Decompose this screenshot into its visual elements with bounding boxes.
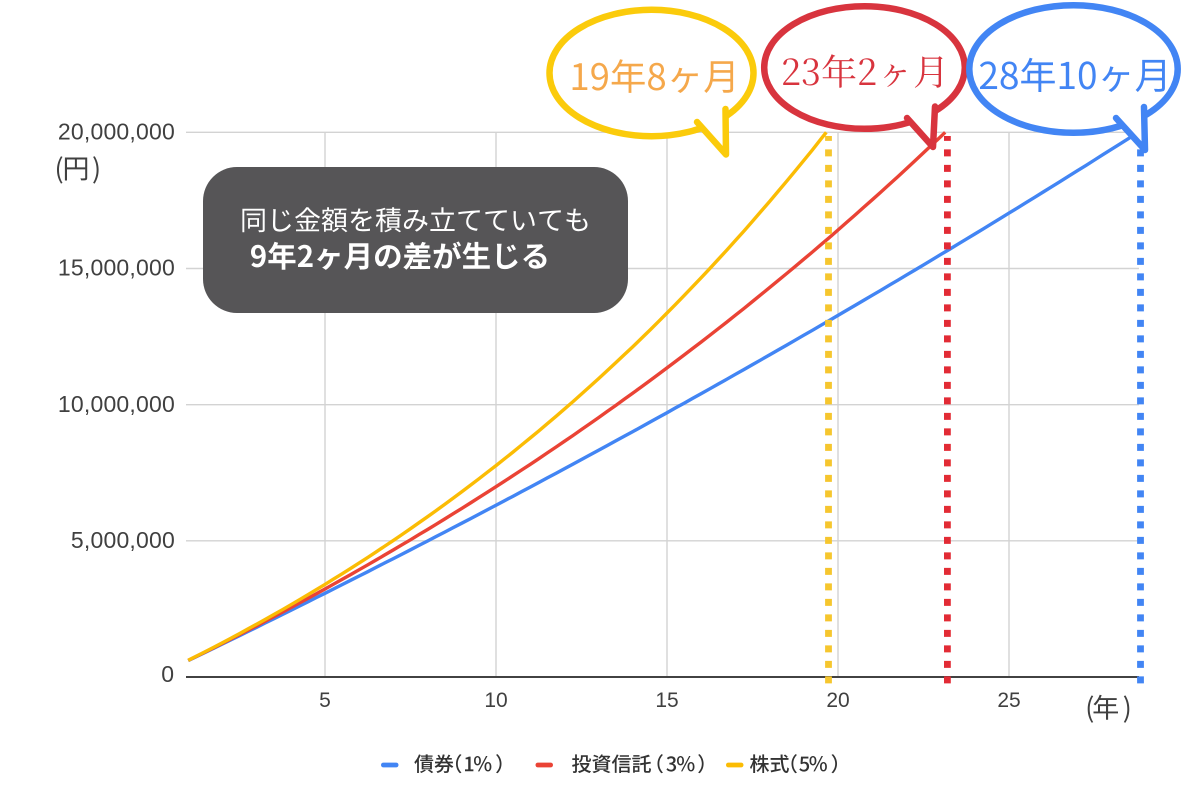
svg-text:20,000,000: 20,000,000 <box>58 119 175 145</box>
svg-text:10: 10 <box>484 689 507 712</box>
svg-text:0: 0 <box>161 661 174 687</box>
svg-text:10,000,000: 10,000,000 <box>58 391 175 417</box>
svg-text:15,000,000: 15,000,000 <box>58 255 175 281</box>
svg-text:25: 25 <box>997 689 1020 712</box>
svg-text:15: 15 <box>655 689 678 712</box>
svg-text:5: 5 <box>319 689 331 712</box>
svg-text:5,000,000: 5,000,000 <box>71 527 175 553</box>
svg-text:20: 20 <box>826 689 849 712</box>
